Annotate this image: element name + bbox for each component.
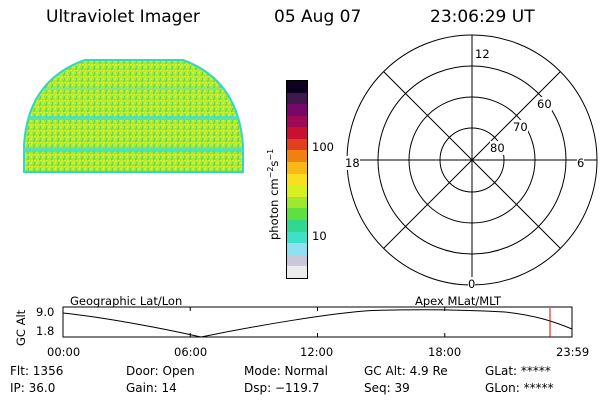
colorbar-segment [287, 254, 307, 267]
info-seq: Seq: 39 [364, 381, 410, 395]
orbit-y-low: 1.8 [36, 324, 55, 338]
polar-label-60: 60 [537, 97, 552, 111]
orbit-x-tick-0: 00:00 [47, 345, 81, 359]
colorbar-segment [287, 185, 307, 197]
orbit-y-high: 9.0 [36, 305, 55, 319]
polar-label-0: 0 [468, 277, 476, 291]
colorbar-segment [287, 208, 307, 221]
orbit-x-tick-3: 18:00 [428, 345, 462, 359]
info-ip: IP: 36.0 [10, 381, 56, 395]
colorbar-segment [287, 80, 307, 93]
info-mode: Mode: Normal [244, 364, 328, 378]
info-gain: Gain: 14 [126, 381, 177, 395]
colorbar-segment [287, 220, 307, 232]
date-label: 05 Aug 07 [274, 7, 362, 27]
polar-diagonal-2 [383, 71, 561, 249]
polar-label-70: 70 [513, 120, 528, 134]
colorbar-segment [287, 138, 307, 151]
info-glat: GLat: ***** [485, 364, 551, 378]
colorbar-segment [287, 162, 307, 174]
colorbar-segment [287, 173, 307, 186]
info-dsp: Dsp: −119.7 [244, 381, 320, 395]
polar-label-80: 80 [490, 141, 505, 155]
polar-label-18: 18 [345, 156, 360, 170]
instrument-title: Ultraviolet Imager [46, 7, 200, 27]
colorbar-segment [287, 150, 307, 163]
colorbar-segment [287, 266, 307, 278]
orbit-x-tick-1: 06:00 [174, 345, 208, 359]
info-gc-alt: GC Alt: 4.9 Re [364, 364, 448, 378]
info-glon: GLon: ***** [485, 381, 554, 395]
orbit-x-ticks [189, 307, 446, 337]
info-flt: Flt: 1356 [10, 364, 64, 378]
time-label: 23:06:29 UT [430, 7, 535, 27]
orbit-right-label: Apex MLat/MLT [415, 294, 502, 308]
colorbar-segment [287, 115, 307, 128]
colorbar-segment [287, 127, 307, 139]
colorbar-tick-10: 10 [312, 229, 327, 243]
uv-auroral-image [23, 59, 244, 173]
colorbar-segment [287, 92, 307, 105]
polar-label-6: 6 [577, 156, 585, 170]
colorbar-segment [287, 196, 307, 209]
orbit-left-label: Geographic Lat/Lon [70, 294, 183, 308]
colorbar-segment [287, 104, 307, 116]
orbit-x-tick-2: 12:00 [300, 345, 334, 359]
orbit-altitude-curve [62, 309, 573, 338]
colorbar [286, 80, 308, 279]
colorbar-tick-100: 100 [312, 140, 334, 154]
colorbar-segment [287, 243, 307, 255]
polar-label-12: 12 [475, 47, 490, 61]
colorbar-segment [287, 231, 307, 244]
info-door: Door: Open [126, 364, 195, 378]
orbit-x-tick-4: 23:59 [556, 345, 590, 359]
